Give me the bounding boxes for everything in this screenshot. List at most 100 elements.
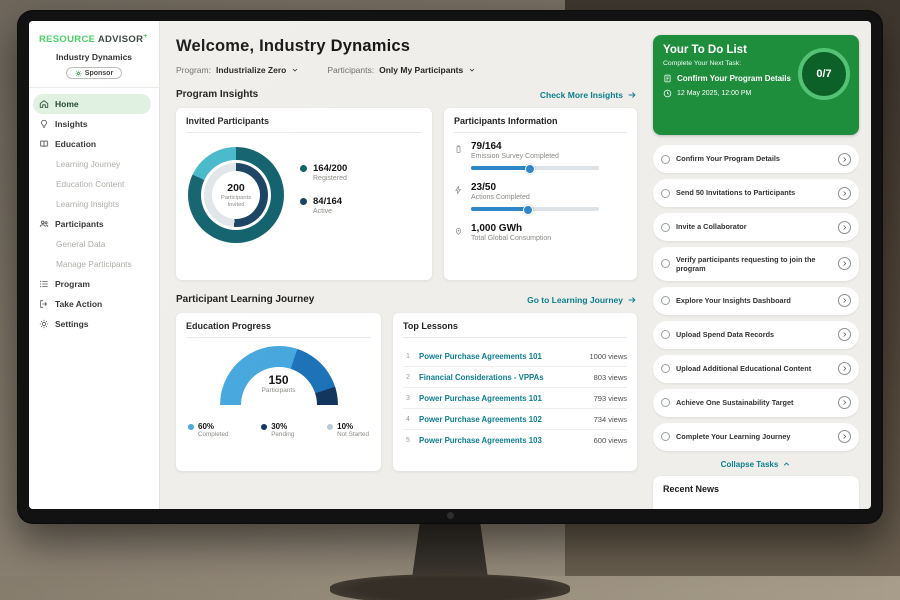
education-gauge-chart: 150 Participants — [220, 346, 338, 406]
task-item[interactable]: Send 50 Invitations to Participants — [653, 179, 859, 207]
lesson-title-link[interactable]: Power Purchase Agreements 101 — [419, 352, 583, 361]
top-lessons-card: Top Lessons 1 Power Purchase Agreements … — [393, 313, 637, 471]
link-label: Check More Insights — [540, 90, 623, 100]
task-item[interactable]: Explore Your Insights Dashboard — [653, 287, 859, 315]
document-icon — [663, 74, 672, 83]
section-title: Participant Learning Journey — [176, 294, 314, 305]
checkbox-icon[interactable] — [661, 155, 670, 164]
sidebar-item-learning-insights[interactable]: Learning Insights — [29, 194, 159, 214]
survey-progress-fill — [471, 166, 532, 170]
monitor: RESOURCE ADVISOR+ Industry Dynamics Spon… — [17, 10, 883, 524]
todo-progress-value: 0/7 — [816, 68, 831, 80]
checkbox-icon[interactable] — [661, 296, 670, 305]
sidebar-item-program[interactable]: Program — [29, 274, 159, 294]
task-item[interactable]: Verify participants requesting to join t… — [653, 247, 859, 281]
lesson-title-link[interactable]: Power Purchase Agreements 102 — [419, 415, 588, 424]
checkbox-icon[interactable] — [661, 223, 670, 232]
chevron-right-icon[interactable] — [838, 257, 851, 270]
clock-icon — [663, 89, 672, 98]
sponsor-badge[interactable]: Sponsor — [66, 67, 122, 79]
todo-panel: Your To Do List Complete Your Next Task:… — [649, 21, 871, 509]
collapse-tasks-link[interactable]: Collapse Tasks — [653, 460, 859, 469]
gear-icon — [75, 70, 82, 77]
legend-dot — [300, 165, 307, 172]
arrow-right-icon — [627, 295, 637, 305]
chevron-right-icon[interactable] — [838, 294, 851, 307]
actions-progress-fill — [471, 207, 530, 211]
lesson-rank: 5 — [403, 437, 413, 444]
checkbox-icon[interactable] — [661, 189, 670, 198]
sidebar-item-label: Insights — [55, 119, 88, 129]
lesson-row[interactable]: 2 Financial Considerations - VPPAs 803 v… — [403, 367, 627, 388]
stat-label: Actions Completed — [471, 194, 599, 201]
todo-next-task[interactable]: Confirm Your Program Details — [663, 74, 798, 83]
checkbox-icon[interactable] — [661, 259, 670, 268]
checkbox-icon[interactable] — [661, 364, 670, 373]
list-icon — [39, 279, 49, 289]
sidebar-item-take-action[interactable]: Take Action — [29, 294, 159, 314]
sidebar: RESOURCE ADVISOR+ Industry Dynamics Spon… — [29, 21, 160, 509]
sidebar-item-general-data[interactable]: General Data — [29, 234, 159, 254]
task-item[interactable]: Upload Spend Data Records — [653, 321, 859, 349]
bolt-icon — [454, 184, 463, 196]
checkbox-icon[interactable] — [661, 398, 670, 407]
check-more-insights-link[interactable]: Check More Insights — [540, 90, 637, 100]
monitor-stand-neck — [412, 524, 488, 578]
gauge-legend: 60% Completed 30% Pending — [186, 422, 371, 438]
sidebar-item-label: Participants — [55, 219, 104, 229]
sidebar-item-education-content[interactable]: Education Content — [29, 174, 159, 194]
sidebar-item-participants[interactable]: Participants — [29, 214, 159, 234]
section-title: Program Insights — [176, 89, 258, 100]
chevron-right-icon[interactable] — [838, 221, 851, 234]
task-item[interactable]: Complete Your Learning Journey — [653, 423, 859, 451]
legend-dot — [188, 424, 194, 430]
lesson-title-link[interactable]: Power Purchase Agreements 103 — [419, 436, 588, 445]
sidebar-item-learning-journey[interactable]: Learning Journey — [29, 154, 159, 174]
chevron-right-icon[interactable] — [838, 153, 851, 166]
chevron-right-icon[interactable] — [838, 396, 851, 409]
sidebar-item-home[interactable]: Home — [33, 94, 151, 114]
checkbox-icon[interactable] — [661, 330, 670, 339]
lesson-row[interactable]: 5 Power Purchase Agreements 103 600 view… — [403, 430, 627, 450]
checkbox-icon[interactable] — [661, 432, 670, 441]
lesson-title-link[interactable]: Power Purchase Agreements 101 — [419, 394, 588, 403]
sidebar-item-manage-participants[interactable]: Manage Participants — [29, 254, 159, 274]
lesson-row[interactable]: 4 Power Purchase Agreements 102 734 view… — [403, 409, 627, 430]
participants-label: Participants: — [327, 65, 374, 75]
legend-label: Active — [313, 208, 342, 215]
battery-icon — [454, 143, 463, 155]
sidebar-item-insights[interactable]: Insights — [29, 114, 159, 134]
sidebar-item-settings[interactable]: Settings — [29, 314, 159, 334]
task-item[interactable]: Invite a Collaborator — [653, 213, 859, 241]
sidebar-item-education[interactable]: Education — [29, 134, 159, 154]
go-to-learning-journey-link[interactable]: Go to Learning Journey — [527, 295, 637, 305]
recent-news-title: Recent News — [663, 484, 849, 494]
donut-legend: 164/200 Registered 84/164 Active — [300, 163, 347, 243]
chevron-right-icon[interactable] — [838, 362, 851, 375]
participants-dropdown[interactable]: Participants: Only My Participants — [327, 65, 476, 75]
lesson-rank: 4 — [403, 416, 413, 423]
task-item[interactable]: Achieve One Sustainability Target — [653, 389, 859, 417]
task-item[interactable]: Upload Additional Educational Content — [653, 355, 859, 383]
legend-label: Registered — [313, 175, 347, 182]
card-title: Participants Information — [454, 116, 627, 133]
people-icon — [39, 219, 49, 229]
lesson-title-link[interactable]: Financial Considerations - VPPAs — [419, 373, 588, 382]
todo-due-date-label: 12 May 2025, 12:00 PM — [677, 90, 751, 97]
participants-information-card: Participants Information 79/164 Emission… — [444, 108, 637, 280]
program-dropdown[interactable]: Program: Industrialize Zero — [176, 65, 299, 75]
lesson-rank: 1 — [403, 353, 413, 360]
task-label: Explore Your Insights Dashboard — [676, 296, 832, 305]
task-item[interactable]: Confirm Your Program Details — [653, 145, 859, 173]
legend-value: 10% — [337, 422, 369, 431]
actions-stat-row: 23/50 Actions Completed — [454, 182, 627, 211]
chevron-right-icon[interactable] — [838, 328, 851, 341]
lesson-row[interactable]: 1 Power Purchase Agreements 101 1000 vie… — [403, 346, 627, 367]
chevron-right-icon[interactable] — [838, 430, 851, 443]
todo-progress-ring: 0/7 — [798, 48, 850, 100]
lesson-row[interactable]: 3 Power Purchase Agreements 101 793 view… — [403, 388, 627, 409]
chevron-right-icon[interactable] — [838, 187, 851, 200]
survey-stat-row: 79/164 Emission Survey Completed — [454, 141, 627, 170]
chevron-up-icon — [782, 460, 791, 469]
participants-value: Only My Participants — [379, 65, 463, 75]
